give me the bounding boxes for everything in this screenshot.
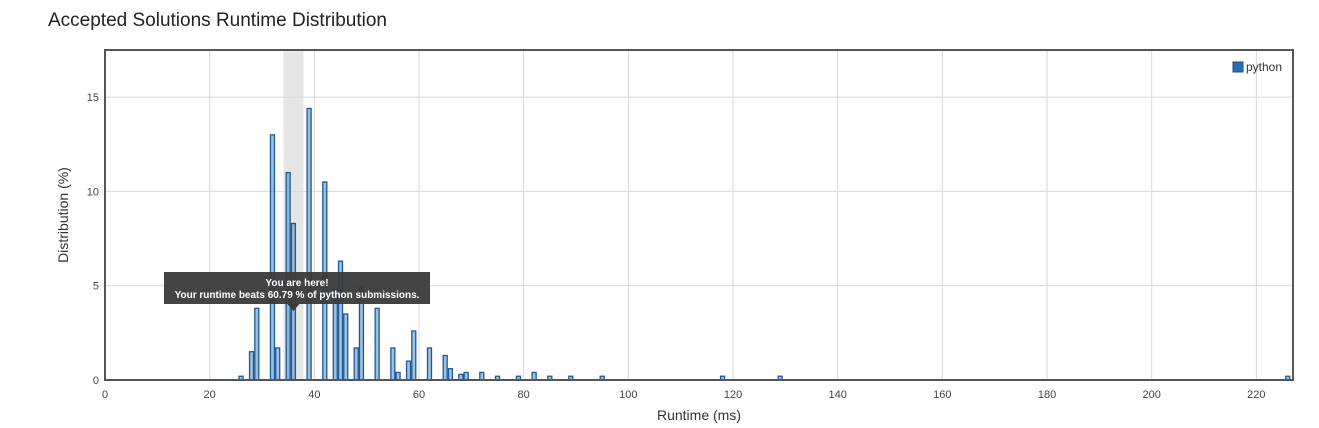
tooltip-message: Your runtime beats 60.79 % of python sub… xyxy=(175,290,420,301)
x-axis-label: Runtime (ms) xyxy=(657,407,741,423)
y-tick-labels: 0 5 10 15 xyxy=(87,92,99,387)
bar-66ms[interactable] xyxy=(447,368,454,381)
tooltip-title: You are here! xyxy=(265,278,328,289)
y-axis-label: Distribution (%) xyxy=(55,167,71,263)
y-tick-5: 5 xyxy=(93,281,99,293)
bar-82ms[interactable] xyxy=(531,371,537,381)
bar-58ms[interactable] xyxy=(405,360,412,381)
x-tick-120: 120 xyxy=(724,389,742,401)
x-tick-200: 200 xyxy=(1143,389,1161,401)
bar-33ms[interactable] xyxy=(275,347,281,381)
x-tick-20: 20 xyxy=(204,389,216,401)
bar-28ms[interactable] xyxy=(248,351,255,381)
bar-29ms[interactable] xyxy=(254,307,260,381)
page-title: Accepted Solutions Runtime Distribution xyxy=(48,10,388,31)
legend-label-python: python xyxy=(1246,60,1282,74)
bar-48ms[interactable] xyxy=(353,347,359,381)
bar-56ms[interactable] xyxy=(395,371,401,381)
x-tick-0: 0 xyxy=(102,389,108,401)
bars xyxy=(238,107,1291,381)
bar-62ms[interactable] xyxy=(426,347,433,381)
bar-39ms[interactable] xyxy=(306,107,312,381)
bar-55ms[interactable] xyxy=(390,347,396,381)
bar-72ms[interactable] xyxy=(479,371,485,381)
x-tick-160: 160 xyxy=(933,389,951,401)
x-tick-60: 60 xyxy=(413,389,425,401)
tooltip-box xyxy=(164,272,430,304)
y-tick-15: 15 xyxy=(87,92,99,104)
runtime-tooltip: You are here! Your runtime beats 60.79 %… xyxy=(164,272,430,311)
legend-swatch-python xyxy=(1232,61,1244,73)
x-tick-100: 100 xyxy=(619,389,637,401)
x-tick-40: 40 xyxy=(308,389,320,401)
y-tick-10: 10 xyxy=(87,186,99,198)
x-tick-140: 140 xyxy=(829,389,847,401)
bar-46ms[interactable] xyxy=(343,313,349,381)
bar-59ms[interactable] xyxy=(411,330,417,381)
grid xyxy=(104,50,1293,381)
x-tick-220: 220 xyxy=(1247,389,1265,401)
x-tick-180: 180 xyxy=(1038,389,1056,401)
x-tick-labels: 0 20 40 60 80 100 120 140 160 180 200 220 xyxy=(102,389,1266,401)
legend[interactable]: python xyxy=(1232,60,1282,74)
bar-65ms[interactable] xyxy=(442,354,448,381)
plot-border xyxy=(104,49,1294,381)
bar-52ms[interactable] xyxy=(374,307,380,381)
y-tick-0: 0 xyxy=(93,375,99,387)
tooltip-arrow xyxy=(287,304,300,311)
bar-32ms[interactable] xyxy=(269,134,276,381)
bar-69ms[interactable] xyxy=(463,371,469,381)
x-tick-80: 80 xyxy=(518,389,530,401)
